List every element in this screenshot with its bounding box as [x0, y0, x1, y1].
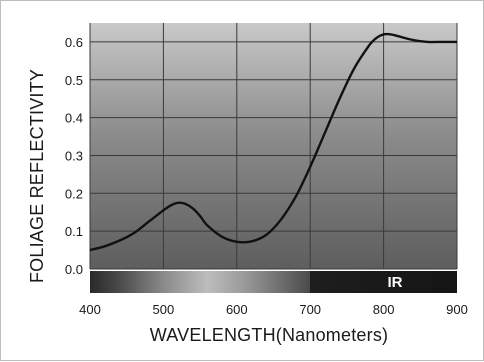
x-axis-title: WAVELENGTH(Nanometers) [150, 325, 388, 345]
x-axis-ticks: 400 500 600 700 800 900 [79, 302, 468, 317]
y-tick-label: 0.3 [65, 148, 83, 163]
y-tick-label: 0.4 [65, 111, 83, 126]
y-tick-label: 0.0 [65, 262, 83, 277]
gridlines [89, 23, 458, 270]
y-tick-label: 0.2 [65, 186, 83, 201]
x-tick-label: 400 [79, 302, 101, 317]
x-tick-label: 600 [226, 302, 248, 317]
x-tick-label: 900 [446, 302, 468, 317]
y-tick-label: 0.1 [65, 224, 83, 239]
y-axis-ticks: 0.0 0.1 0.2 0.3 0.4 0.5 0.6 [65, 35, 83, 277]
ir-band-label: IR [388, 274, 403, 291]
reflectivity-curve [89, 32, 457, 252]
x-tick-label: 700 [299, 302, 321, 317]
y-tick-label: 0.6 [65, 35, 83, 50]
plot-area [90, 23, 457, 269]
x-tick-label: 800 [373, 302, 395, 317]
y-tick-label: 0.5 [65, 73, 83, 88]
spectrum-band [90, 271, 457, 293]
x-tick-label: 500 [153, 302, 175, 317]
y-axis-title: FOLIAGE REFLECTIVITY [27, 69, 47, 283]
